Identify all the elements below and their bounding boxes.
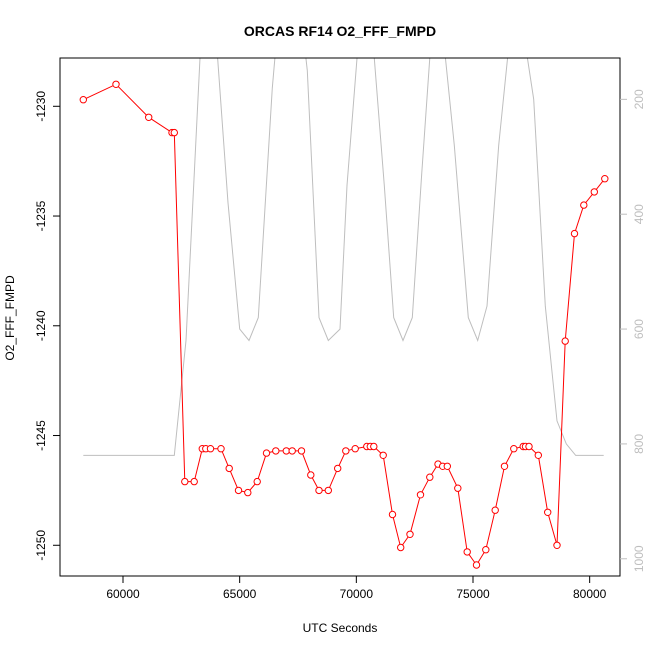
plot-frame — [59, 57, 621, 577]
x-axis-label: UTC Seconds — [303, 621, 378, 635]
data-point — [288, 447, 296, 455]
data-point — [181, 477, 189, 486]
data-point — [272, 447, 280, 455]
data-point — [544, 508, 552, 516]
data-point — [463, 548, 471, 556]
x-tick-label: 60000 — [106, 587, 140, 601]
data-point — [370, 442, 378, 451]
series-primary-line — [83, 83, 606, 566]
data-point — [190, 477, 198, 486]
data-point — [244, 488, 252, 497]
y2-tick-label: 600 — [632, 319, 646, 339]
data-point — [379, 451, 387, 459]
data-point — [580, 201, 588, 209]
chart-title: ORCAS RF14 O2_FFF_FMPD — [244, 23, 436, 39]
data-point — [553, 541, 561, 549]
data-point — [253, 477, 261, 486]
y-tick-label: -1240 — [34, 310, 48, 341]
data-point — [217, 445, 225, 453]
data-point — [482, 546, 490, 554]
data-point — [112, 80, 120, 89]
data-point — [590, 188, 598, 196]
data-point — [225, 464, 233, 473]
data-point — [262, 449, 271, 457]
data-point — [416, 491, 425, 499]
y-tick-label: -1230 — [34, 91, 48, 122]
y-tick-label: -1250 — [34, 530, 48, 561]
x-tick-label: 80000 — [573, 587, 607, 601]
y2-tick-label: 1000 — [632, 545, 646, 572]
series-secondary-line — [83, 58, 604, 456]
x-tick-label: 70000 — [340, 587, 374, 601]
data-point — [334, 464, 342, 473]
data-point — [79, 96, 88, 104]
y2-tick-label: 400 — [632, 204, 646, 224]
data-point — [443, 462, 451, 470]
data-point — [570, 229, 579, 238]
data-point — [170, 128, 179, 137]
data-point — [397, 543, 405, 552]
data-point — [307, 471, 315, 479]
data-point — [472, 561, 481, 569]
y2-tick-label: 200 — [632, 89, 646, 109]
data-point — [534, 451, 542, 459]
y-axis-label: O2_FFF_FMPD — [3, 275, 17, 361]
data-point — [491, 506, 499, 514]
data-point — [454, 484, 462, 492]
data-point — [510, 445, 518, 453]
data-point — [561, 337, 569, 345]
data-point — [351, 445, 359, 453]
data-point — [388, 510, 397, 519]
data-point — [206, 445, 215, 453]
data-point — [145, 113, 153, 122]
data-point — [426, 473, 434, 481]
y2-tick-label: 800 — [632, 434, 646, 454]
data-point — [500, 462, 509, 470]
y-tick-label: -1245 — [34, 420, 48, 451]
data-point — [342, 447, 350, 455]
data-point — [234, 486, 243, 495]
x-tick-label: 75000 — [456, 587, 490, 601]
data-point — [406, 530, 414, 538]
data-point — [324, 486, 332, 495]
x-tick-label: 65000 — [223, 587, 257, 601]
y-tick-label: -1235 — [34, 200, 48, 231]
data-point — [601, 175, 609, 183]
data-point — [315, 486, 323, 495]
plot-area: 60000 65000 70000 75000 80000 -1250 -1245 -1240… — [34, 57, 646, 601]
data-point — [297, 447, 306, 455]
data-point — [525, 442, 533, 451]
